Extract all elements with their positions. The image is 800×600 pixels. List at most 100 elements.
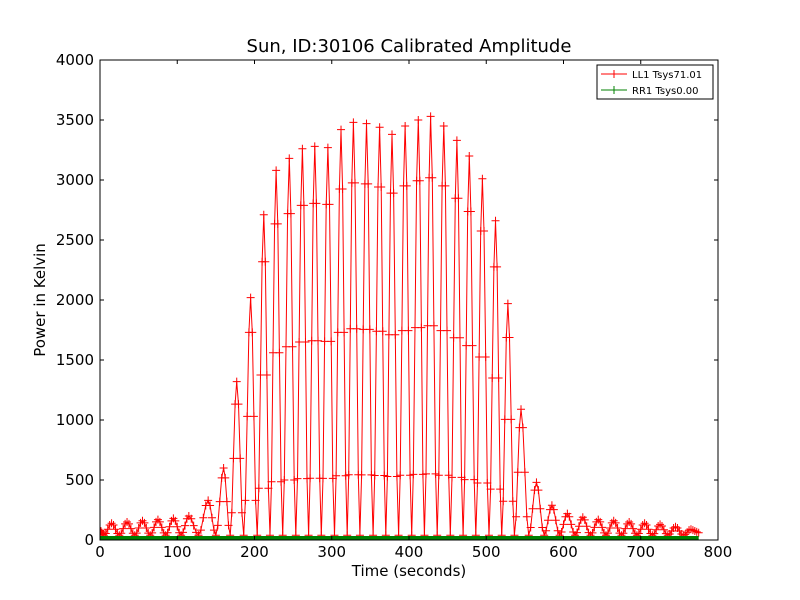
data-point-ll1 xyxy=(123,518,132,526)
y-axis-label: Power in Kelvin xyxy=(31,243,49,357)
data-point-ll1 xyxy=(652,525,661,534)
data-point-ll1 xyxy=(163,528,172,537)
y-tick-label: 1000 xyxy=(56,411,94,429)
data-point-ll1 xyxy=(140,518,149,527)
data-point-ll1 xyxy=(142,524,151,532)
data-point-ll1 xyxy=(165,522,174,531)
data-point-ll1 xyxy=(644,525,653,534)
data-point-ll1 xyxy=(415,176,424,185)
data-point-ll1 xyxy=(396,471,405,480)
data-point-ll1 xyxy=(409,470,418,479)
data-point-ll1 xyxy=(573,528,582,537)
data-point-ll1 xyxy=(364,179,373,188)
data-point-ll1 xyxy=(598,523,607,532)
data-point-ll1 xyxy=(301,338,310,346)
data-point-ll1 xyxy=(642,520,651,529)
data-point-ll1 xyxy=(491,216,500,225)
data-point-ll1 xyxy=(229,454,238,463)
data-point-ll1 xyxy=(259,210,268,219)
data-point-ll1 xyxy=(254,484,263,493)
data-point-ll1 xyxy=(299,201,308,210)
data-point-ll1 xyxy=(288,342,297,351)
data-point-ll1 xyxy=(466,207,475,216)
data-point-ll1 xyxy=(318,474,327,483)
data-point-ll1 xyxy=(486,485,495,494)
y-tick-label: 1500 xyxy=(56,351,94,369)
x-tick-label: 500 xyxy=(472,543,501,561)
data-point-ll1 xyxy=(109,520,118,529)
data-point-ll1 xyxy=(443,326,452,335)
data-point-ll1 xyxy=(103,525,112,534)
data-point-ll1 xyxy=(344,470,353,479)
data-point-ll1 xyxy=(582,522,591,531)
data-point-ll1 xyxy=(659,525,668,534)
data-point-ll1 xyxy=(119,524,128,533)
data-point-ll1 xyxy=(426,112,435,121)
data-point-ll1 xyxy=(377,182,386,191)
data-point-ll1 xyxy=(100,526,104,535)
data-point-ll1 xyxy=(480,226,489,235)
data-point-ll1 xyxy=(285,154,294,163)
data-point-ll1 xyxy=(246,293,255,302)
data-point-ll1 xyxy=(262,371,271,379)
data-point-ll1 xyxy=(117,529,126,538)
data-point-ll1 xyxy=(286,209,295,218)
data-point-ll1 xyxy=(590,523,599,532)
data-point-ll1 xyxy=(536,504,545,513)
data-point-ll1 xyxy=(338,184,347,193)
chart-title: Sun, ID:30106 Calibrated Amplitude xyxy=(247,36,572,57)
data-point-ll1 xyxy=(280,476,289,485)
data-point-ll1 xyxy=(406,471,415,480)
data-point-ll1 xyxy=(196,526,205,535)
data-point-ll1 xyxy=(483,479,492,488)
data-point-ll1 xyxy=(542,526,551,535)
data-point-ll1 xyxy=(627,519,636,528)
data-point-ll1 xyxy=(107,519,116,528)
series-layer xyxy=(100,112,703,540)
data-point-ll1 xyxy=(609,516,618,525)
data-point-ll1 xyxy=(351,178,360,187)
data-point-ll1 xyxy=(692,527,701,536)
data-point-ll1 xyxy=(656,520,665,529)
data-point-ll1 xyxy=(493,262,502,271)
data-point-ll1 xyxy=(277,477,286,486)
data-point-ll1 xyxy=(494,374,503,382)
data-point-ll1 xyxy=(580,515,589,524)
data-point-ll1 xyxy=(547,501,556,510)
data-point-ll1 xyxy=(221,473,230,482)
data-point-ll1 xyxy=(383,472,392,481)
data-point-ll1 xyxy=(532,478,541,487)
data-point-ll1 xyxy=(534,486,543,495)
x-tick-label: 700 xyxy=(626,543,655,561)
data-point-ll1 xyxy=(370,471,379,480)
data-point-ll1 xyxy=(421,469,430,478)
data-point-ll1 xyxy=(208,513,217,522)
data-point-ll1 xyxy=(549,505,558,514)
data-point-ll1 xyxy=(605,524,614,532)
data-point-ll1 xyxy=(417,323,426,332)
data-point-ll1 xyxy=(248,328,257,337)
data-point-ll1 xyxy=(171,516,180,525)
data-point-ll1 xyxy=(337,125,346,134)
data-point-ll1 xyxy=(613,524,622,532)
data-point-ll1 xyxy=(619,529,628,538)
data-point-ll1 xyxy=(204,496,213,505)
data-point-ll1 xyxy=(557,528,566,537)
data-point-ll1 xyxy=(603,529,612,538)
data-point-ll1 xyxy=(189,521,198,530)
data-point-ll1 xyxy=(124,519,133,528)
data-point-ll1 xyxy=(314,336,323,345)
data-point-ll1 xyxy=(553,526,562,535)
x-tick-label: 400 xyxy=(395,543,424,561)
data-point-ll1 xyxy=(111,525,120,534)
data-point-ll1 xyxy=(414,116,423,124)
data-point-ll1 xyxy=(574,522,583,531)
y-tick-label: 500 xyxy=(65,471,94,489)
data-point-ll1 xyxy=(224,521,233,530)
data-point-ll1 xyxy=(428,173,437,182)
y-tick-label: 2000 xyxy=(56,291,94,309)
data-point-ll1 xyxy=(306,474,315,483)
data-point-ll1 xyxy=(460,475,469,484)
data-point-ll1 xyxy=(251,496,260,505)
